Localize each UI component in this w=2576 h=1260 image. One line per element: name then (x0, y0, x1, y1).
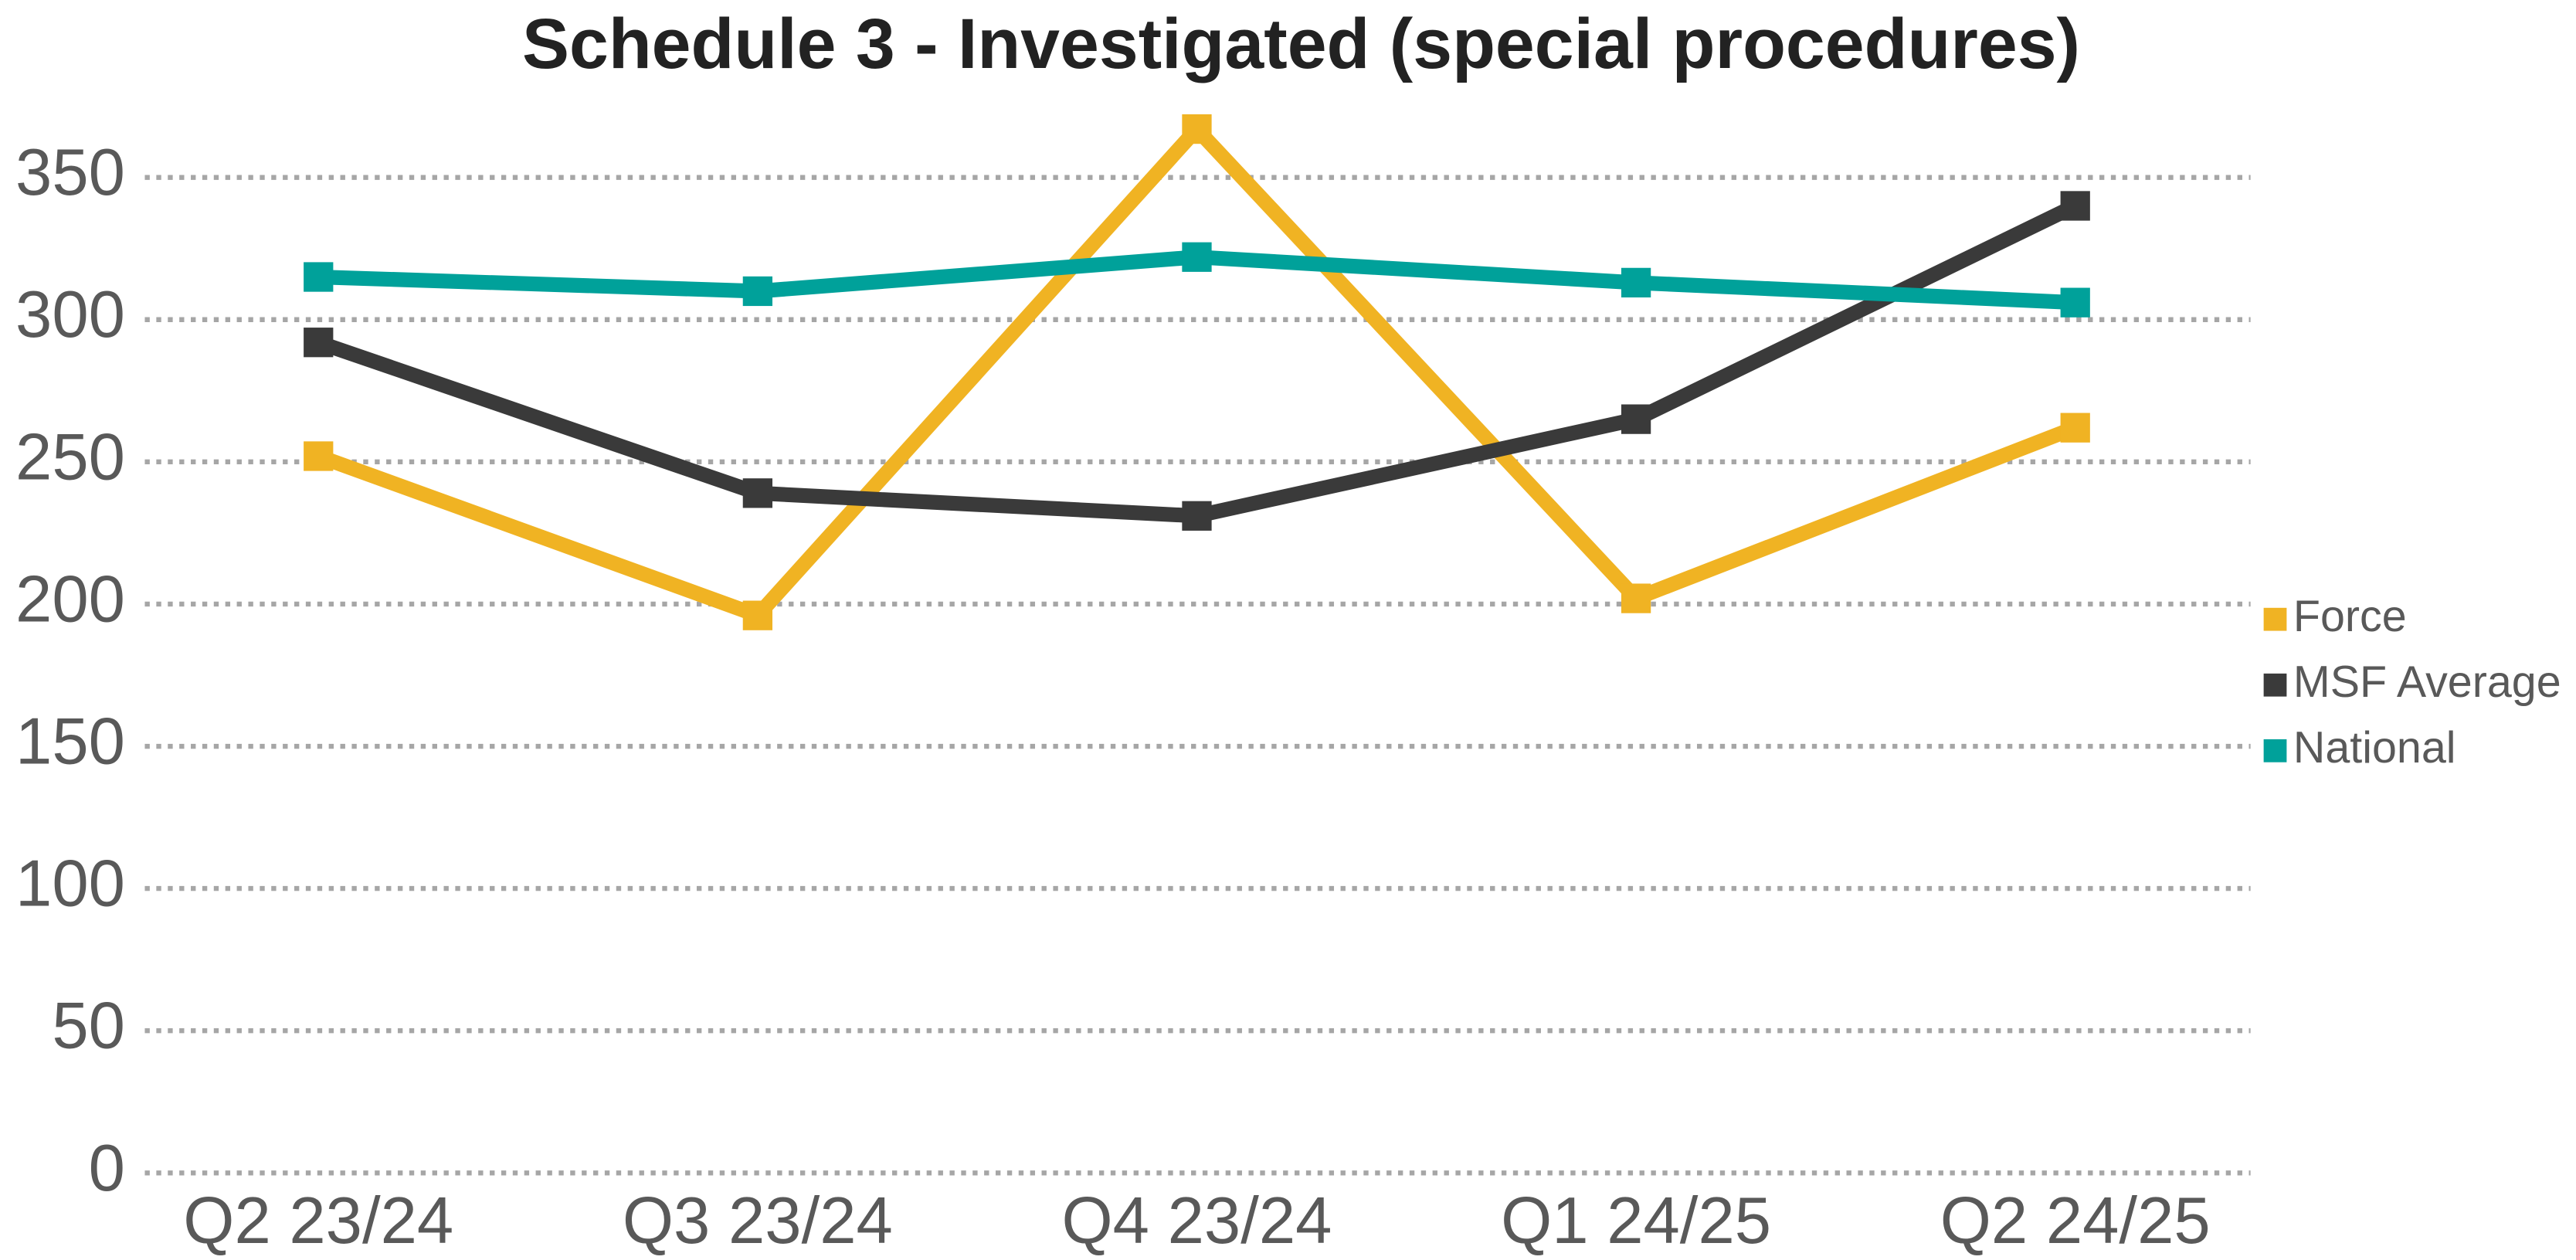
legend-label: Force (2293, 592, 2407, 641)
x-tick-label: Q4 23/24 (1062, 1184, 1332, 1258)
y-tick-label: 250 (15, 420, 125, 494)
marker (1182, 501, 1212, 531)
marker (1621, 267, 1651, 298)
x-tick-label: Q2 24/25 (1940, 1184, 2211, 1258)
legend-label: National (2293, 723, 2456, 773)
marker (742, 478, 773, 508)
series-line (315, 121, 2079, 623)
y-tick-label: 100 (15, 847, 125, 921)
marker (1182, 242, 1212, 272)
y-tick-label: 350 (15, 136, 125, 209)
y-tick-label: 0 (89, 1132, 125, 1205)
y-tick-label: 200 (15, 562, 125, 636)
marker (742, 276, 773, 307)
marker (742, 600, 773, 630)
legend-swatch (2263, 673, 2287, 697)
marker (1182, 114, 1212, 144)
marker (304, 262, 334, 292)
y-tick-label: 150 (15, 705, 125, 778)
x-tick-label: Q1 24/25 (1501, 1184, 1771, 1258)
marker (2060, 191, 2090, 221)
x-tick-label: Q3 23/24 (623, 1184, 893, 1258)
marker (1621, 404, 1651, 434)
y-tick-label: 300 (15, 278, 125, 352)
marker (1621, 583, 1651, 613)
legend-swatch (2263, 607, 2287, 631)
marker (2060, 413, 2090, 443)
legend-swatch (2263, 739, 2287, 762)
chart-title: Schedule 3 - Investigated (special proce… (522, 5, 2080, 83)
marker (304, 441, 334, 471)
marker (2060, 287, 2090, 318)
legend-label: MSF Average (2293, 657, 2561, 707)
marker (304, 328, 334, 358)
x-tick-label: Q2 23/24 (183, 1184, 453, 1258)
y-tick-label: 50 (52, 990, 125, 1063)
